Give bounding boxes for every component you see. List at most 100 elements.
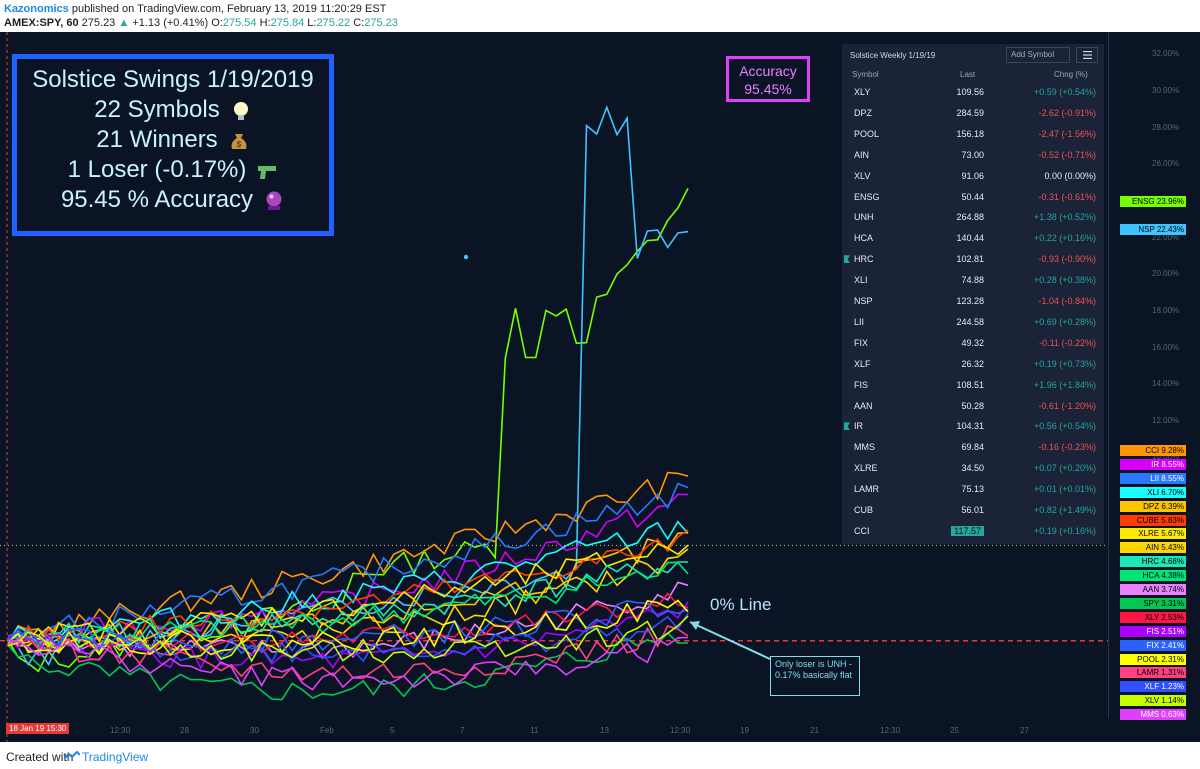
row-last: 74.88 bbox=[961, 275, 984, 286]
row-symbol: AIN bbox=[854, 149, 870, 160]
time-axis-tick: 5 bbox=[390, 726, 395, 735]
watchlist-row[interactable]: LII 244.58 +0.69 (+0.28%) bbox=[842, 312, 1104, 332]
watchlist-row[interactable]: LAMR 75.13 +0.01 (+0.01%) bbox=[842, 479, 1104, 499]
watchlist-row[interactable]: UNH 264.88 +1.38 (+0.52%) bbox=[842, 207, 1104, 227]
row-symbol: LII bbox=[854, 316, 865, 327]
price-axis[interactable] bbox=[1108, 32, 1200, 718]
series-line-ir bbox=[7, 493, 689, 644]
watchlist-row[interactable]: AIN 73.00 -0.52 (-0.71%) bbox=[842, 145, 1104, 165]
summary-accuracy-row: 95.45 % Accuracy bbox=[17, 185, 329, 215]
price-axis-tick: 20.00% bbox=[1152, 269, 1180, 279]
summary-accuracy: 95.45 % Accuracy bbox=[60, 186, 254, 213]
price-label-cube: CUBE 5.83% bbox=[1120, 514, 1186, 526]
author-link[interactable]: Kazonomics bbox=[4, 3, 69, 15]
row-change: +1.96 (+1.84%) bbox=[1033, 379, 1096, 390]
annotation-arrow-head bbox=[690, 621, 700, 630]
watchlist-row[interactable]: NSP 123.28 -1.04 (-0.84%) bbox=[842, 291, 1104, 311]
watchlist-row[interactable]: XLV 91.06 0.00 (0.00%) bbox=[842, 166, 1104, 186]
series-line-pool bbox=[7, 599, 689, 656]
list-menu-icon[interactable] bbox=[1076, 47, 1098, 63]
series-line-cube bbox=[7, 529, 689, 647]
summary-symbols-row: 22 Symbols bbox=[17, 95, 329, 125]
row-change: -2.47 (-1.56%) bbox=[1038, 128, 1096, 139]
price-label-xlf: XLF 1.23% bbox=[1120, 681, 1186, 693]
price-label-ensg: ENSG 23.96% bbox=[1120, 195, 1186, 207]
col-symbol-header[interactable]: Symbol bbox=[852, 70, 879, 79]
row-symbol: HCA bbox=[854, 233, 874, 244]
watchlist-row[interactable]: XLRE 34.50 +0.07 (+0.20%) bbox=[842, 458, 1104, 478]
watchlist-row[interactable]: ENSG 50.44 -0.31 (-0.61%) bbox=[842, 187, 1104, 207]
watchlist-row[interactable]: FIS 108.51 +1.96 (+1.84%) bbox=[842, 375, 1104, 395]
watchlist-row[interactable]: XLY 109.56 +0.59 (+0.54%) bbox=[842, 82, 1104, 102]
watchlist-row[interactable]: FIX 49.32 -0.11 (-0.22%) bbox=[842, 333, 1104, 353]
series-line-fis bbox=[7, 601, 689, 670]
row-change: -0.11 (-0.22%) bbox=[1039, 337, 1096, 348]
watchlist-row[interactable]: DPZ 284.59 -2.62 (-0.91%) bbox=[842, 103, 1104, 123]
row-last: 91.06 bbox=[961, 170, 984, 181]
light-bulb-icon bbox=[233, 101, 248, 120]
col-last-header[interactable]: Last bbox=[960, 70, 976, 79]
row-change: +0.56 (+0.54%) bbox=[1033, 421, 1096, 432]
series-line-xly bbox=[7, 592, 689, 654]
row-change: +0.22 (+0.16%) bbox=[1033, 233, 1096, 244]
watchlist-row[interactable]: MMS 69.84 -0.16 (-0.23%) bbox=[842, 437, 1104, 457]
row-symbol: MMS bbox=[854, 442, 875, 453]
row-symbol: LAMR bbox=[854, 484, 880, 495]
price-label-cci: CCI 9.28% bbox=[1120, 445, 1186, 456]
series-line-xlre bbox=[7, 542, 689, 649]
watchlist-row[interactable]: POOL 156.18 -2.47 (-1.56%) bbox=[842, 124, 1104, 144]
row-change: +0.19 (+0.16%) bbox=[1033, 525, 1096, 536]
data-point-marker bbox=[463, 254, 469, 260]
series-line-hca bbox=[7, 561, 689, 648]
watchlist-row[interactable]: XLI 74.88 +0.28 (+0.38%) bbox=[842, 270, 1104, 290]
row-change: -1.04 (-0.84%) bbox=[1038, 296, 1096, 306]
price-label-lii: LII 8.55% bbox=[1120, 472, 1186, 484]
chart-plot-area[interactable]: 32.00%30.00%28.00%26.00%24.00%22.00%20.0… bbox=[0, 32, 1200, 742]
price-label-nsp: NSP 22.43% bbox=[1120, 223, 1186, 235]
series-line-spy bbox=[7, 631, 689, 701]
col-change-header[interactable]: Chng (%) bbox=[1054, 70, 1088, 79]
add-symbol-input[interactable]: Add Symbol bbox=[1006, 47, 1070, 63]
watchlist-panel: Solstice Weekly 1/19/19 Add Symbol Symbo… bbox=[842, 44, 1104, 544]
row-symbol: XLF bbox=[854, 358, 871, 369]
close-label: C: bbox=[353, 17, 365, 29]
watchlist-row[interactable]: AAN 50.28 -0.61 (-1.20%) bbox=[842, 396, 1104, 416]
row-symbol: XLV bbox=[854, 170, 871, 181]
row-last: 244.58 bbox=[956, 316, 984, 327]
watchlist-row[interactable]: HCA 140.44 +0.22 (+0.16%) bbox=[842, 228, 1104, 248]
watchlist-row[interactable]: CUB 56.01 +0.82 (+1.49%) bbox=[842, 500, 1104, 520]
price-label-fis: FIS 2.51% bbox=[1120, 625, 1186, 637]
time-axis-tick: 12:30 bbox=[670, 726, 691, 735]
summary-loser-row: 1 Loser (-0.17%) bbox=[17, 155, 329, 185]
crosshair-date-label: 18 Jan 19 15:30 bbox=[6, 723, 70, 734]
flag-icon[interactable] bbox=[844, 422, 850, 431]
tradingview-brand-link[interactable]: TradingView bbox=[82, 750, 149, 764]
open-value: 275.54 bbox=[222, 17, 257, 29]
price-axis-tick: 28.00% bbox=[1152, 122, 1180, 132]
published-text: published on TradingView.com, February 1… bbox=[71, 3, 387, 15]
water-pistol-icon bbox=[258, 165, 277, 179]
flag-icon[interactable] bbox=[844, 255, 850, 264]
watchlist-row[interactable]: XLF 26.32 +0.19 (+0.73%) bbox=[842, 354, 1104, 374]
row-symbol: FIX bbox=[854, 337, 869, 348]
chart-header: Kazonomics published on TradingView.com,… bbox=[0, 0, 1200, 32]
series-line-mms bbox=[7, 636, 689, 691]
price-axis-tick: 12.00% bbox=[1152, 415, 1180, 425]
footer: Created with TradingView bbox=[0, 742, 1200, 769]
watchlist-row[interactable]: HRC 102.81 -0.93 (-0.90%) bbox=[842, 249, 1104, 269]
time-axis-tick: 12:30 bbox=[110, 726, 131, 735]
row-change: -2.62 (-0.91%) bbox=[1038, 107, 1096, 118]
price-label-xly: XLY 2.53% bbox=[1120, 611, 1186, 623]
price-label-ir: IR 8.55% bbox=[1120, 458, 1186, 470]
row-last: 73.00 bbox=[961, 149, 984, 160]
row-symbol: NSP bbox=[854, 296, 873, 306]
watchlist-row[interactable]: CCI 117.57 +0.19 (+0.16%) bbox=[842, 521, 1104, 541]
watchlist-title[interactable]: Solstice Weekly 1/19/19 bbox=[850, 51, 936, 60]
zero-line-label: 0% Line bbox=[710, 595, 772, 614]
series-line-hrc bbox=[7, 561, 688, 646]
symbol-change: +1.13 (+0.41%) bbox=[132, 17, 209, 29]
row-change: -0.93 (-0.90%) bbox=[1038, 254, 1096, 265]
time-axis-tick: 13 bbox=[600, 726, 609, 735]
price-axis-tick: 30.00% bbox=[1152, 85, 1180, 95]
watchlist-row[interactable]: IR 104.31 +0.56 (+0.54%) bbox=[842, 416, 1104, 436]
